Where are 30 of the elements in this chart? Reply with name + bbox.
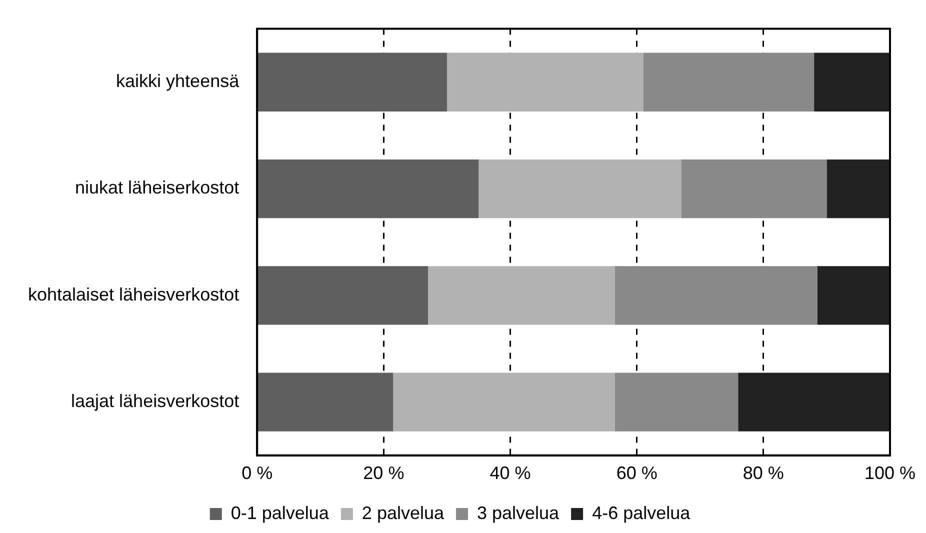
- bar: [393, 372, 615, 432]
- y-tick-label: niukat läheiserkostot: [75, 178, 240, 198]
- bar: [643, 52, 814, 112]
- bar: [817, 266, 890, 325]
- x-tick-label: 80 %: [742, 463, 784, 484]
- legend-label: 2 palvelua: [362, 502, 445, 523]
- bar: [614, 266, 818, 325]
- x-tick-label: 100 %: [864, 463, 916, 484]
- legend-label: 0-1 palvelua: [230, 502, 330, 523]
- bar: [258, 266, 428, 325]
- x-tick-label: 60 %: [616, 463, 658, 484]
- bar: [478, 159, 682, 218]
- x-tick-label: 40 %: [490, 463, 531, 484]
- legend-label: 4-6 palvelua: [592, 502, 692, 523]
- bar: [258, 372, 394, 432]
- y-tick-label: kohtalaiset läheisverkostot: [28, 284, 240, 304]
- bar: [814, 52, 890, 112]
- bar: [826, 159, 890, 218]
- bar: [446, 52, 644, 112]
- bar: [738, 372, 890, 432]
- y-tick-label: kaikki yhteensä: [116, 71, 240, 92]
- bar: [614, 372, 738, 432]
- y-tick-label: laajat läheisverkostot: [71, 391, 240, 412]
- x-tick-label: 0 %: [242, 463, 273, 484]
- legend-label: 3 palvelua: [477, 502, 560, 523]
- bar: [681, 159, 827, 218]
- bar: [258, 52, 447, 112]
- x-tick-label: 20 %: [363, 463, 404, 484]
- bar: [258, 159, 479, 218]
- bar: [428, 266, 615, 325]
